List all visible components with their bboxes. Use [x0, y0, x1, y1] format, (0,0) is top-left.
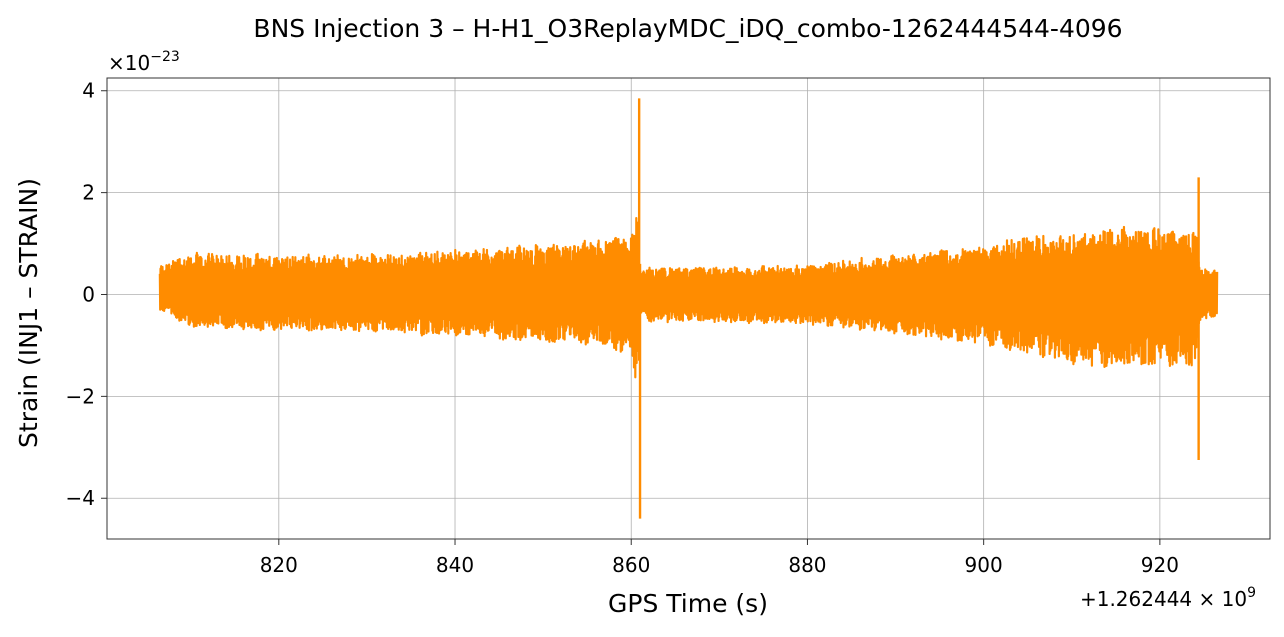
x-tick-label: 920	[1141, 553, 1179, 577]
x-tick-label: 840	[436, 553, 474, 577]
x-offset-exp: 9	[1247, 585, 1256, 601]
y-tick-label: 2	[82, 181, 95, 205]
x-tick-label: 820	[260, 553, 298, 577]
y-tick-label: 0	[82, 282, 95, 306]
tick-layer: 820 840 860 880 900 920 −4 −2 0 2 4	[66, 79, 1179, 577]
y-tick-label: 4	[82, 79, 95, 103]
chart-title: BNS Injection 3 – H-H1_O3ReplayMDC_iDQ_c…	[253, 14, 1122, 43]
x-offset-times: × 10	[1192, 587, 1247, 611]
y-multiplier: ×10−23	[108, 49, 180, 75]
x-tick-label: 860	[612, 553, 650, 577]
x-offset: +1.262444 × 109	[1080, 585, 1256, 611]
x-tick-label: 900	[965, 553, 1003, 577]
x-offset-base: +1.262444	[1080, 587, 1192, 611]
x-axis-label: GPS Time (s)	[608, 589, 768, 618]
y-tick-label: −4	[66, 486, 95, 510]
strain-core-band	[159, 252, 1218, 339]
axes-frame	[106, 77, 1271, 540]
data-layer	[158, 98, 1219, 519]
y-axis-label: Strain (INJ1 – STRAIN)	[14, 178, 43, 448]
y-multiplier-exp: −23	[150, 49, 180, 65]
y-multiplier-base: ×10	[108, 51, 150, 75]
y-tick-label: −2	[66, 384, 95, 408]
x-tick-label: 880	[788, 553, 826, 577]
